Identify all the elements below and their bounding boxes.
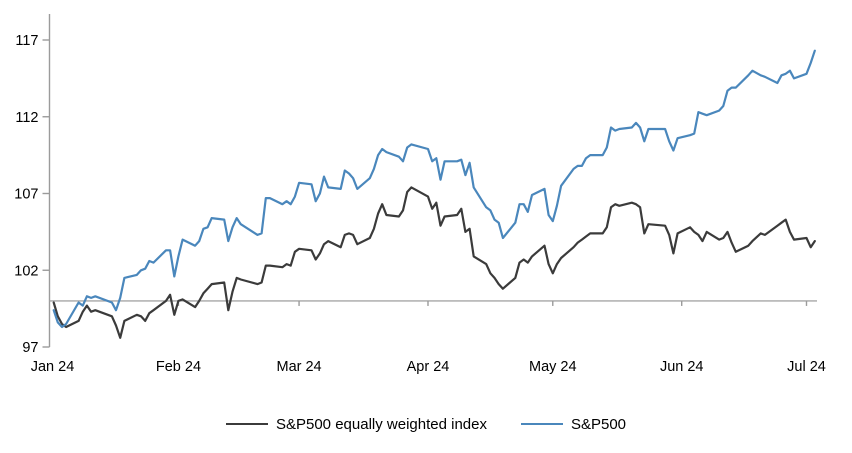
legend-item-sp500: S&P500 xyxy=(520,415,627,433)
sp500-legend-label: S&P500 xyxy=(570,415,627,433)
y-tick-label-112: 112 xyxy=(15,110,38,126)
y-tick-label-97: 97 xyxy=(22,340,38,356)
equal-weight-line-swatch xyxy=(225,423,268,425)
series-layer xyxy=(52,49,816,339)
y-tick-label-102: 102 xyxy=(14,263,38,279)
legend-item-equal-weight: S&P500 equally weighted index xyxy=(225,415,487,433)
y-tick-label-117: 117 xyxy=(15,33,38,49)
equal-weight-series-line xyxy=(52,186,816,339)
x-tick-label-Jul-24: Jul 24 xyxy=(787,359,826,375)
sp500-series-line xyxy=(52,49,816,329)
x-tick-label-Jun-24: Jun 24 xyxy=(660,359,704,375)
axes-layer: 97 102 107 112 117 Jan 24 Feb 24 Mar 24 Apr 24 Ma… xyxy=(14,14,826,375)
sp500-line-swatch xyxy=(520,423,563,425)
x-tick-label-Jan-24: Jan 24 xyxy=(31,359,75,375)
x-tick-label-Apr-24: Apr 24 xyxy=(407,359,450,375)
x-tick-label-Feb-24: Feb 24 xyxy=(156,359,201,375)
x-tick-label-Mar-24: Mar 24 xyxy=(276,359,321,375)
y-tick-label-107: 107 xyxy=(14,187,38,203)
x-tick-label-May-24: May 24 xyxy=(529,359,577,375)
equal-weight-legend-label: S&P500 equally weighted index xyxy=(275,415,487,433)
line-chart: 97 102 107 112 117 Jan 24 Feb 24 Mar 24 Apr 24 Ma… xyxy=(14,14,826,375)
chart-legend: S&P500 equally weighted index S&P500 xyxy=(0,410,852,438)
